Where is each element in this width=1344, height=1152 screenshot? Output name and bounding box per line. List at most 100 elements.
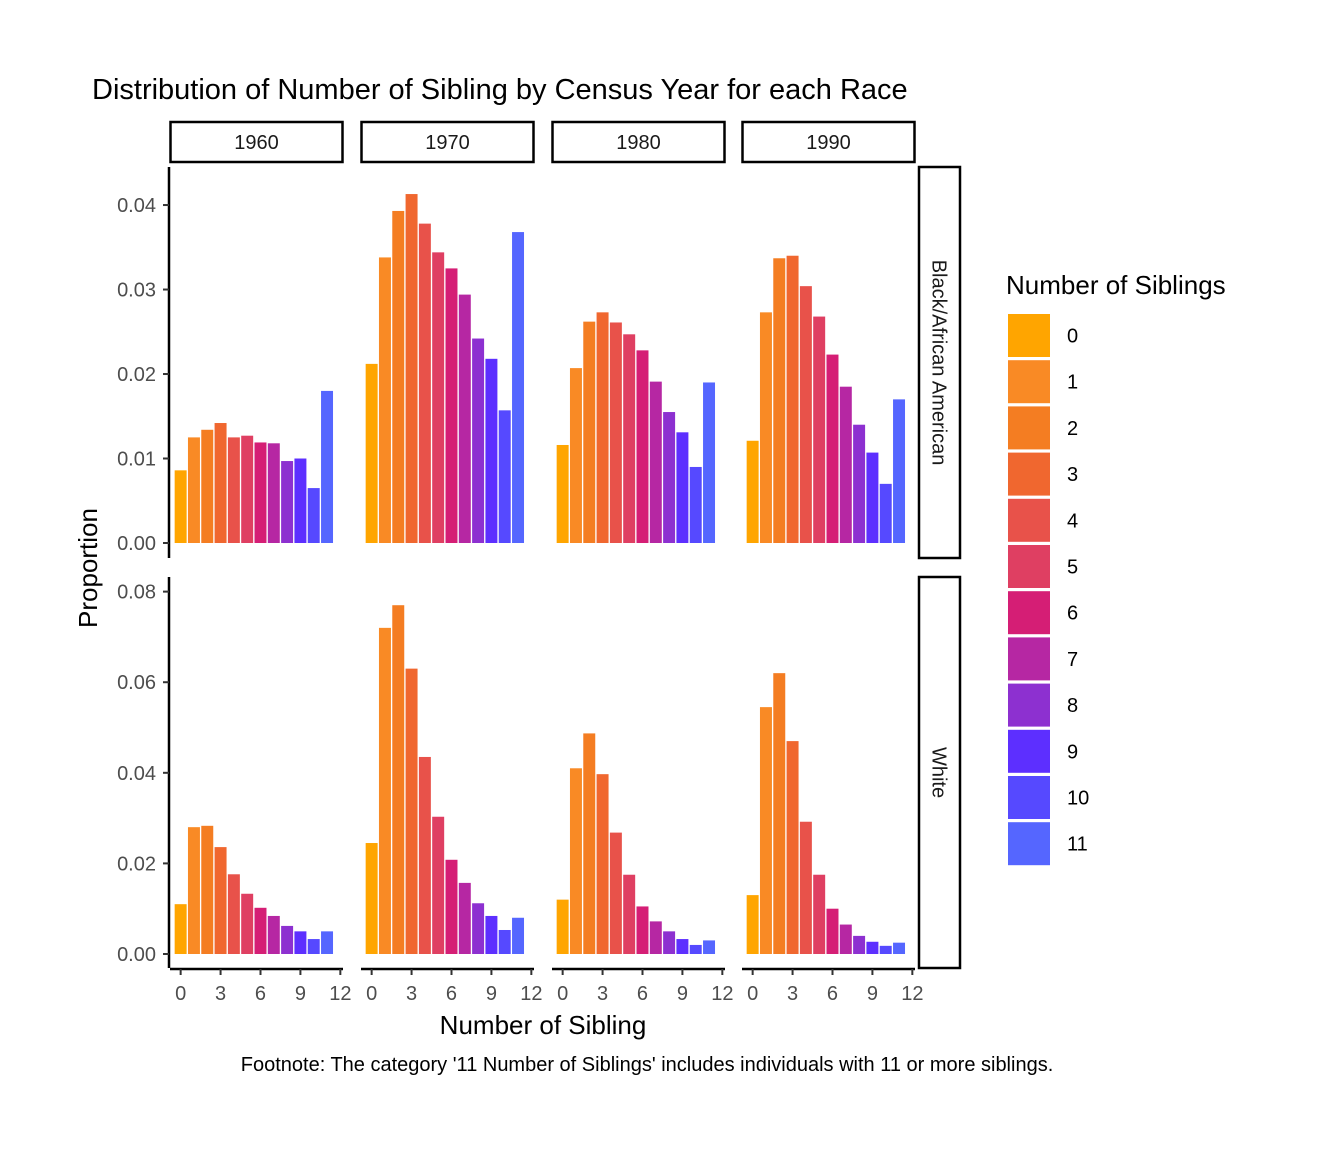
bar-black-african-american-1970-10	[498, 410, 511, 543]
bar-white-1990-7	[839, 924, 852, 954]
bar-white-1970-7	[458, 882, 471, 954]
x-tick-label-1990: 0	[747, 983, 758, 1005]
bar-black-african-american-1980-11	[703, 382, 716, 543]
facet-strip-black-african-american	[917, 165, 962, 560]
bar-white-1980-10	[689, 944, 702, 954]
bar-white-1980-6	[636, 906, 649, 954]
facet-strip-white	[917, 575, 962, 970]
bar-black-african-american-1970-6	[445, 268, 458, 543]
bar-white-1990-5	[813, 874, 826, 954]
facet-strip-1990	[741, 120, 916, 164]
bar-white-1990-9	[866, 941, 879, 954]
bar-black-african-american-1960-1	[187, 437, 200, 543]
legend-label-9: 9	[1067, 741, 1078, 763]
y-tick-label-black-african-american: 0.03	[117, 280, 156, 302]
legend-key-4	[1008, 498, 1050, 542]
bar-white-1990-0	[746, 895, 759, 954]
bar-black-african-american-1960-10	[307, 488, 320, 543]
bar-black-african-american-1970-3	[405, 194, 418, 544]
x-tick-label-1990: 6	[827, 983, 838, 1005]
legend-key-0	[1008, 314, 1050, 357]
x-tick-label-1990: 12	[901, 983, 923, 1005]
bar-black-african-american-1990-4	[799, 286, 812, 543]
y-tick-label-white: 0.02	[117, 853, 156, 875]
bar-black-african-american-1990-8	[853, 424, 866, 543]
bar-white-1980-3	[596, 774, 609, 954]
bar-black-african-american-1960-5	[241, 435, 254, 543]
legend-label-2: 2	[1067, 418, 1078, 440]
x-tick-label-1970: 12	[520, 983, 542, 1005]
bar-black-african-american-1960-7	[267, 443, 280, 543]
x-tick-label-1970: 9	[486, 983, 497, 1005]
bar-black-african-american-1960-3	[214, 423, 227, 543]
legend-key-1	[1008, 360, 1050, 404]
bar-black-african-american-1990-0	[746, 440, 759, 543]
bar-white-1980-5	[623, 874, 636, 954]
bar-white-1990-3	[786, 741, 799, 954]
x-tick-label-1990: 3	[787, 983, 798, 1005]
y-tick-label-white: 0.08	[117, 582, 156, 604]
chart-title: Distribution of Number of Sibling by Cen…	[92, 74, 908, 106]
bar-black-african-american-1960-11	[321, 390, 334, 543]
footnote: Footnote: The category '11 Number of Sib…	[241, 1054, 1054, 1076]
facet-strip-label-1970: 1970	[425, 132, 470, 154]
bar-white-1970-10	[498, 929, 511, 954]
legend-key-6	[1008, 591, 1050, 635]
bar-white-1970-8	[472, 903, 485, 954]
bar-black-african-american-1990-10	[879, 483, 892, 543]
x-tick-label-1980: 3	[597, 983, 608, 1005]
legend-label-6: 6	[1067, 603, 1078, 625]
facet-strip-label-1990: 1990	[806, 132, 851, 154]
bar-white-1970-5	[432, 816, 445, 954]
x-tick-label-1960: 0	[175, 983, 186, 1005]
facet-strip-label-white: White	[928, 747, 950, 798]
y-tick-label-black-african-american: 0.04	[117, 195, 156, 217]
bar-black-african-american-1980-9	[676, 432, 689, 543]
bar-white-1990-8	[853, 935, 866, 954]
bar-white-1970-6	[445, 859, 458, 954]
bar-white-1960-3	[214, 847, 227, 954]
bar-black-african-american-1980-7	[649, 381, 662, 543]
bar-black-african-american-1990-3	[786, 255, 799, 543]
x-tick-label-1960: 3	[215, 983, 226, 1005]
x-tick-label-1970: 6	[446, 983, 457, 1005]
y-tick-label-white: 0.06	[117, 672, 156, 694]
bar-white-1960-10	[307, 939, 320, 954]
y-tick-label-black-african-american: 0.02	[117, 364, 156, 386]
bar-white-1980-0	[556, 899, 569, 954]
bar-black-african-american-1960-0	[174, 470, 187, 543]
bar-black-african-american-1970-1	[378, 257, 391, 543]
bar-black-african-american-1970-9	[485, 358, 498, 543]
bar-white-1960-7	[267, 915, 280, 954]
bar-black-african-american-1970-2	[392, 210, 405, 543]
legend-label-8: 8	[1067, 695, 1078, 717]
legend-key-9	[1008, 729, 1050, 773]
bar-black-african-american-1960-4	[227, 437, 240, 543]
x-tick-label-1970: 3	[406, 983, 417, 1005]
bar-white-1990-4	[799, 821, 812, 954]
bar-black-african-american-1970-5	[432, 252, 445, 543]
facet-strip-1970	[360, 120, 535, 164]
bar-white-1970-2	[392, 605, 405, 954]
y-tick-label-white: 0.00	[117, 944, 156, 966]
legend-label-5: 5	[1067, 557, 1078, 579]
bar-black-african-american-1970-7	[458, 294, 471, 543]
x-tick-label-1980: 6	[637, 983, 648, 1005]
bar-black-african-american-1990-9	[866, 452, 879, 543]
y-axis-title: Proportion	[73, 508, 103, 628]
facet-strip-1960	[169, 120, 344, 164]
bar-black-african-american-1970-0	[365, 363, 378, 543]
y-tick-label-black-african-american: 0.00	[117, 533, 156, 555]
bar-white-1990-11	[893, 942, 906, 954]
x-tick-label-1980: 9	[677, 983, 688, 1005]
legend-key-8	[1008, 683, 1050, 727]
bar-white-1960-1	[187, 827, 200, 954]
bar-black-african-american-1980-2	[583, 321, 596, 543]
bar-white-1980-11	[703, 940, 716, 954]
legend-title: Number of Siblings	[1006, 270, 1226, 300]
bar-black-african-american-1970-8	[472, 338, 485, 543]
bar-black-african-american-1990-5	[813, 316, 826, 543]
legend-key-10	[1008, 776, 1050, 819]
